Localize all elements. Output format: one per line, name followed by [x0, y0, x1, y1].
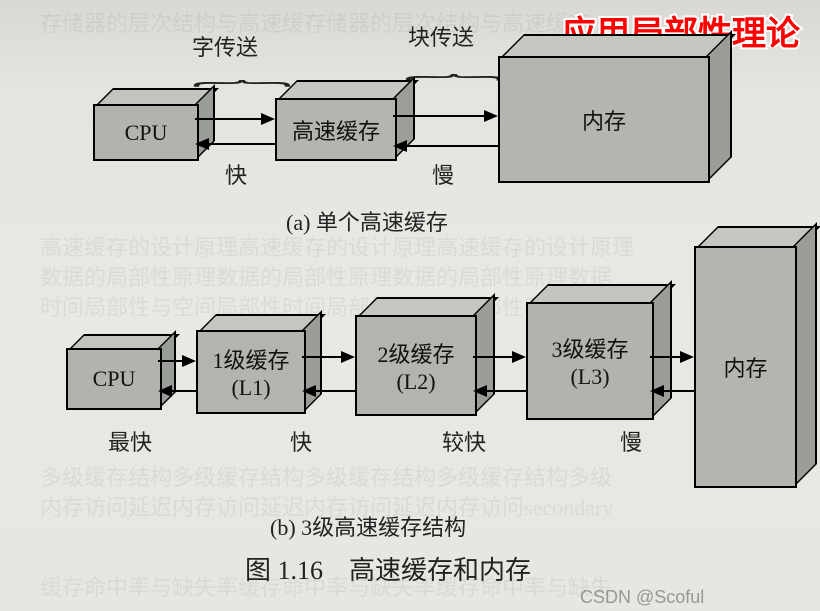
- l1-block: 1级缓存(L1): [196, 330, 306, 414]
- cpu-label: CPU: [95, 106, 197, 159]
- mem-label: 内存: [500, 58, 708, 181]
- figure-container: { "stamp": { "text": "应用局部性理论", "color":…: [0, 0, 820, 611]
- arrow-head-left-icon: [302, 385, 316, 397]
- bleed-text: 存储器的层次结构与高速缓存储器的层次结构与高速缓存: [40, 6, 590, 38]
- mem-block: 内存: [498, 56, 710, 183]
- brace-word-icon: ︷: [191, 63, 292, 89]
- arrow-head-right-icon: [680, 351, 694, 363]
- arrow-head-left-icon: [473, 385, 487, 397]
- arrow-head-left-icon: [158, 385, 172, 397]
- speed-a-fast: 快: [225, 158, 247, 190]
- arrow-line: [393, 115, 486, 117]
- arrow-line: [302, 356, 343, 358]
- word-transfer-label: 字传送: [192, 30, 258, 62]
- arrow-head-right-icon: [341, 351, 355, 363]
- arrow-line: [405, 145, 498, 147]
- cache-block: 高速缓存: [275, 98, 397, 161]
- l1-label: 1级缓存(L1): [198, 332, 304, 412]
- bleed-text: 数据的局部性原理数据的局部性原理数据的局部性原理数据: [40, 260, 612, 292]
- arrow-head-left-icon: [195, 138, 209, 150]
- mem-block: 内存: [694, 246, 797, 488]
- cache-label: 高速缓存: [277, 100, 395, 159]
- arrow-line: [473, 356, 514, 358]
- speed-a-slow: 慢: [432, 158, 454, 190]
- arrow-head-right-icon: [512, 351, 526, 363]
- arrow-line: [170, 390, 196, 392]
- cpu-label: CPU: [68, 350, 160, 408]
- speed-b-1: 快: [290, 425, 312, 457]
- arrow-head-left-icon: [393, 140, 407, 152]
- arrow-line: [314, 390, 355, 392]
- arrow-line: [662, 390, 694, 392]
- l2-block: 2级缓存(L2): [355, 315, 477, 416]
- speed-b-3: 慢: [620, 425, 642, 457]
- speed-b-2: 较快: [442, 425, 486, 457]
- arrow-head-right-icon: [182, 355, 196, 367]
- l3-label: 3级缓存(L3): [528, 304, 652, 418]
- block-transfer-label: 块传送: [408, 20, 474, 52]
- speed-b-0: 最快: [108, 425, 152, 457]
- watermark: CSDN @Scoful: [580, 587, 704, 608]
- cpu-block: CPU: [93, 104, 199, 161]
- l3-block: 3级缓存(L3): [526, 302, 654, 420]
- figure-caption: 图 1.16 高速缓存和内存: [245, 550, 531, 587]
- arrow-head-right-icon: [261, 113, 275, 125]
- l2-label: 2级缓存(L2): [357, 317, 475, 414]
- arrow-head-right-icon: [484, 110, 498, 122]
- arrow-line: [195, 118, 263, 120]
- arrow-head-left-icon: [650, 385, 664, 397]
- arrow-line: [485, 390, 526, 392]
- mem-label: 内存: [696, 248, 795, 486]
- arrow-line: [207, 143, 275, 145]
- arrow-line: [158, 360, 184, 362]
- cpu-block: CPU: [66, 348, 162, 410]
- bleed-text: 多级缓存结构多级缓存结构多级缓存结构多级缓存结构多级: [40, 460, 612, 492]
- panel-b-caption: (b) 3级高速缓存结构: [270, 510, 466, 542]
- panel-a-caption: (a) 单个高速缓存: [286, 205, 448, 237]
- arrow-line: [650, 356, 682, 358]
